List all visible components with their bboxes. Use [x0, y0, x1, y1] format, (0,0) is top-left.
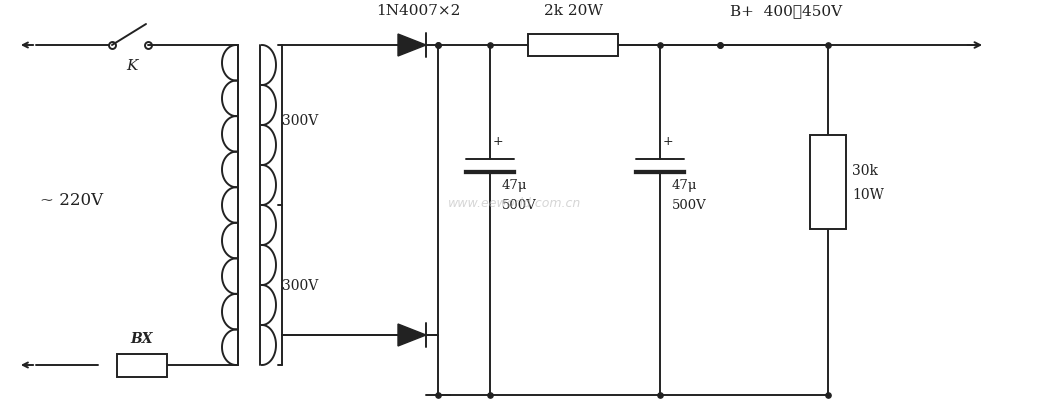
- Bar: [810, 135, 845, 229]
- Text: 500V: 500V: [672, 199, 707, 212]
- Text: 2k 20W: 2k 20W: [543, 4, 602, 18]
- Text: K: K: [126, 59, 137, 73]
- Bar: [528, 34, 618, 56]
- Text: 30k: 30k: [852, 164, 878, 178]
- Polygon shape: [398, 34, 426, 56]
- Text: 10W: 10W: [852, 188, 884, 202]
- Polygon shape: [398, 324, 426, 346]
- Text: BX: BX: [131, 332, 153, 346]
- Text: 47μ: 47μ: [672, 179, 698, 192]
- Bar: [117, 354, 167, 377]
- Text: B+  400～450V: B+ 400～450V: [730, 4, 842, 18]
- Text: 300V: 300V: [282, 114, 318, 128]
- Text: ~ 220V: ~ 220V: [41, 192, 104, 209]
- Text: 1N4007×2: 1N4007×2: [376, 4, 461, 18]
- Text: +: +: [663, 135, 673, 148]
- Text: 300V: 300V: [282, 279, 318, 293]
- Text: www.eeworld.com.cn: www.eeworld.com.cn: [448, 197, 581, 210]
- Text: 47μ: 47μ: [502, 179, 528, 192]
- Text: +: +: [493, 135, 504, 148]
- Text: 500V: 500V: [502, 199, 537, 212]
